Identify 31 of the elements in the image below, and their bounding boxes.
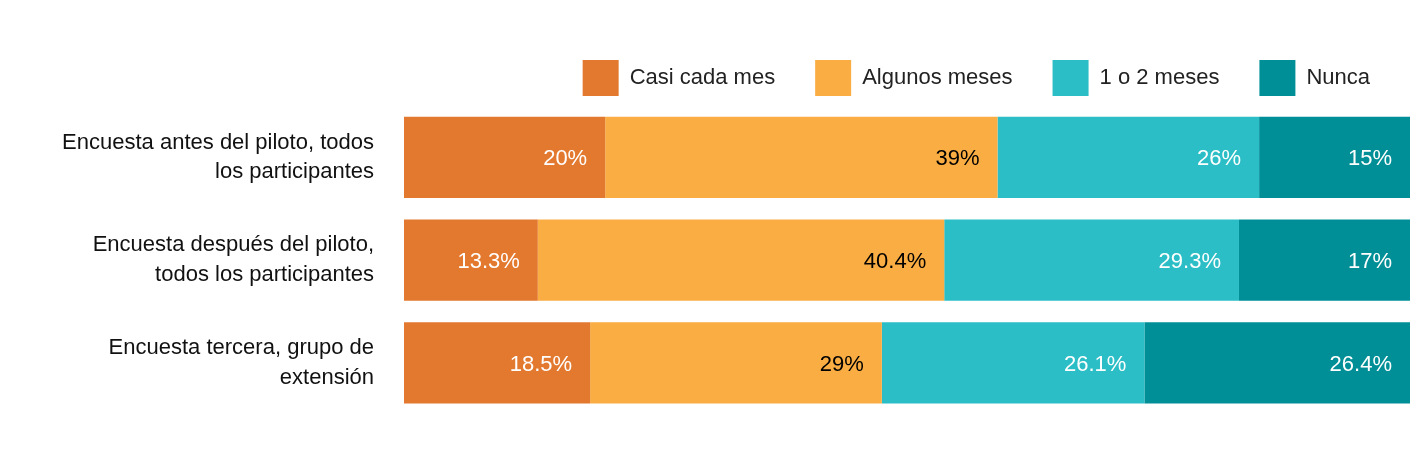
legend-label: Algunos meses	[862, 64, 1013, 90]
y-tick-label: Encuesta después del piloto, todos los participantes	[92, 231, 374, 287]
legend-label: Nunca	[1306, 64, 1371, 90]
data-label: 13.3%	[457, 248, 520, 274]
y-tick-label: Encuesta tercera, grupo de extensión	[108, 334, 374, 389]
legend-label: 1 o 2 meses	[1099, 64, 1220, 90]
bar	[1144, 322, 1410, 404]
data-label: 29.3%	[1158, 248, 1221, 274]
y-tick-label: Encuesta antes del piloto, todos los participantes	[62, 128, 374, 184]
data-label: 39%	[935, 145, 980, 171]
data-label: 26.1%	[1064, 350, 1127, 376]
data-label: 18.5%	[509, 350, 573, 376]
legend-label: Casi cada mes	[629, 64, 776, 90]
data-label: 29%	[819, 350, 864, 376]
bar	[944, 219, 1239, 301]
bar	[997, 116, 1260, 198]
bar	[605, 116, 998, 198]
bar	[881, 322, 1145, 404]
data-label: 20%	[543, 145, 588, 171]
bar	[404, 219, 538, 301]
data-label: 26.4%	[1329, 350, 1392, 376]
data-label: 15%	[1347, 145, 1392, 171]
data-label: 26%	[1197, 145, 1242, 171]
bar	[404, 116, 606, 198]
bar	[1259, 116, 1410, 198]
data-label: 40.4%	[863, 248, 927, 274]
bar	[537, 219, 945, 301]
data-label: 17%	[1347, 248, 1392, 274]
bar	[590, 322, 882, 404]
bar	[404, 322, 591, 404]
bar	[1238, 219, 1410, 301]
